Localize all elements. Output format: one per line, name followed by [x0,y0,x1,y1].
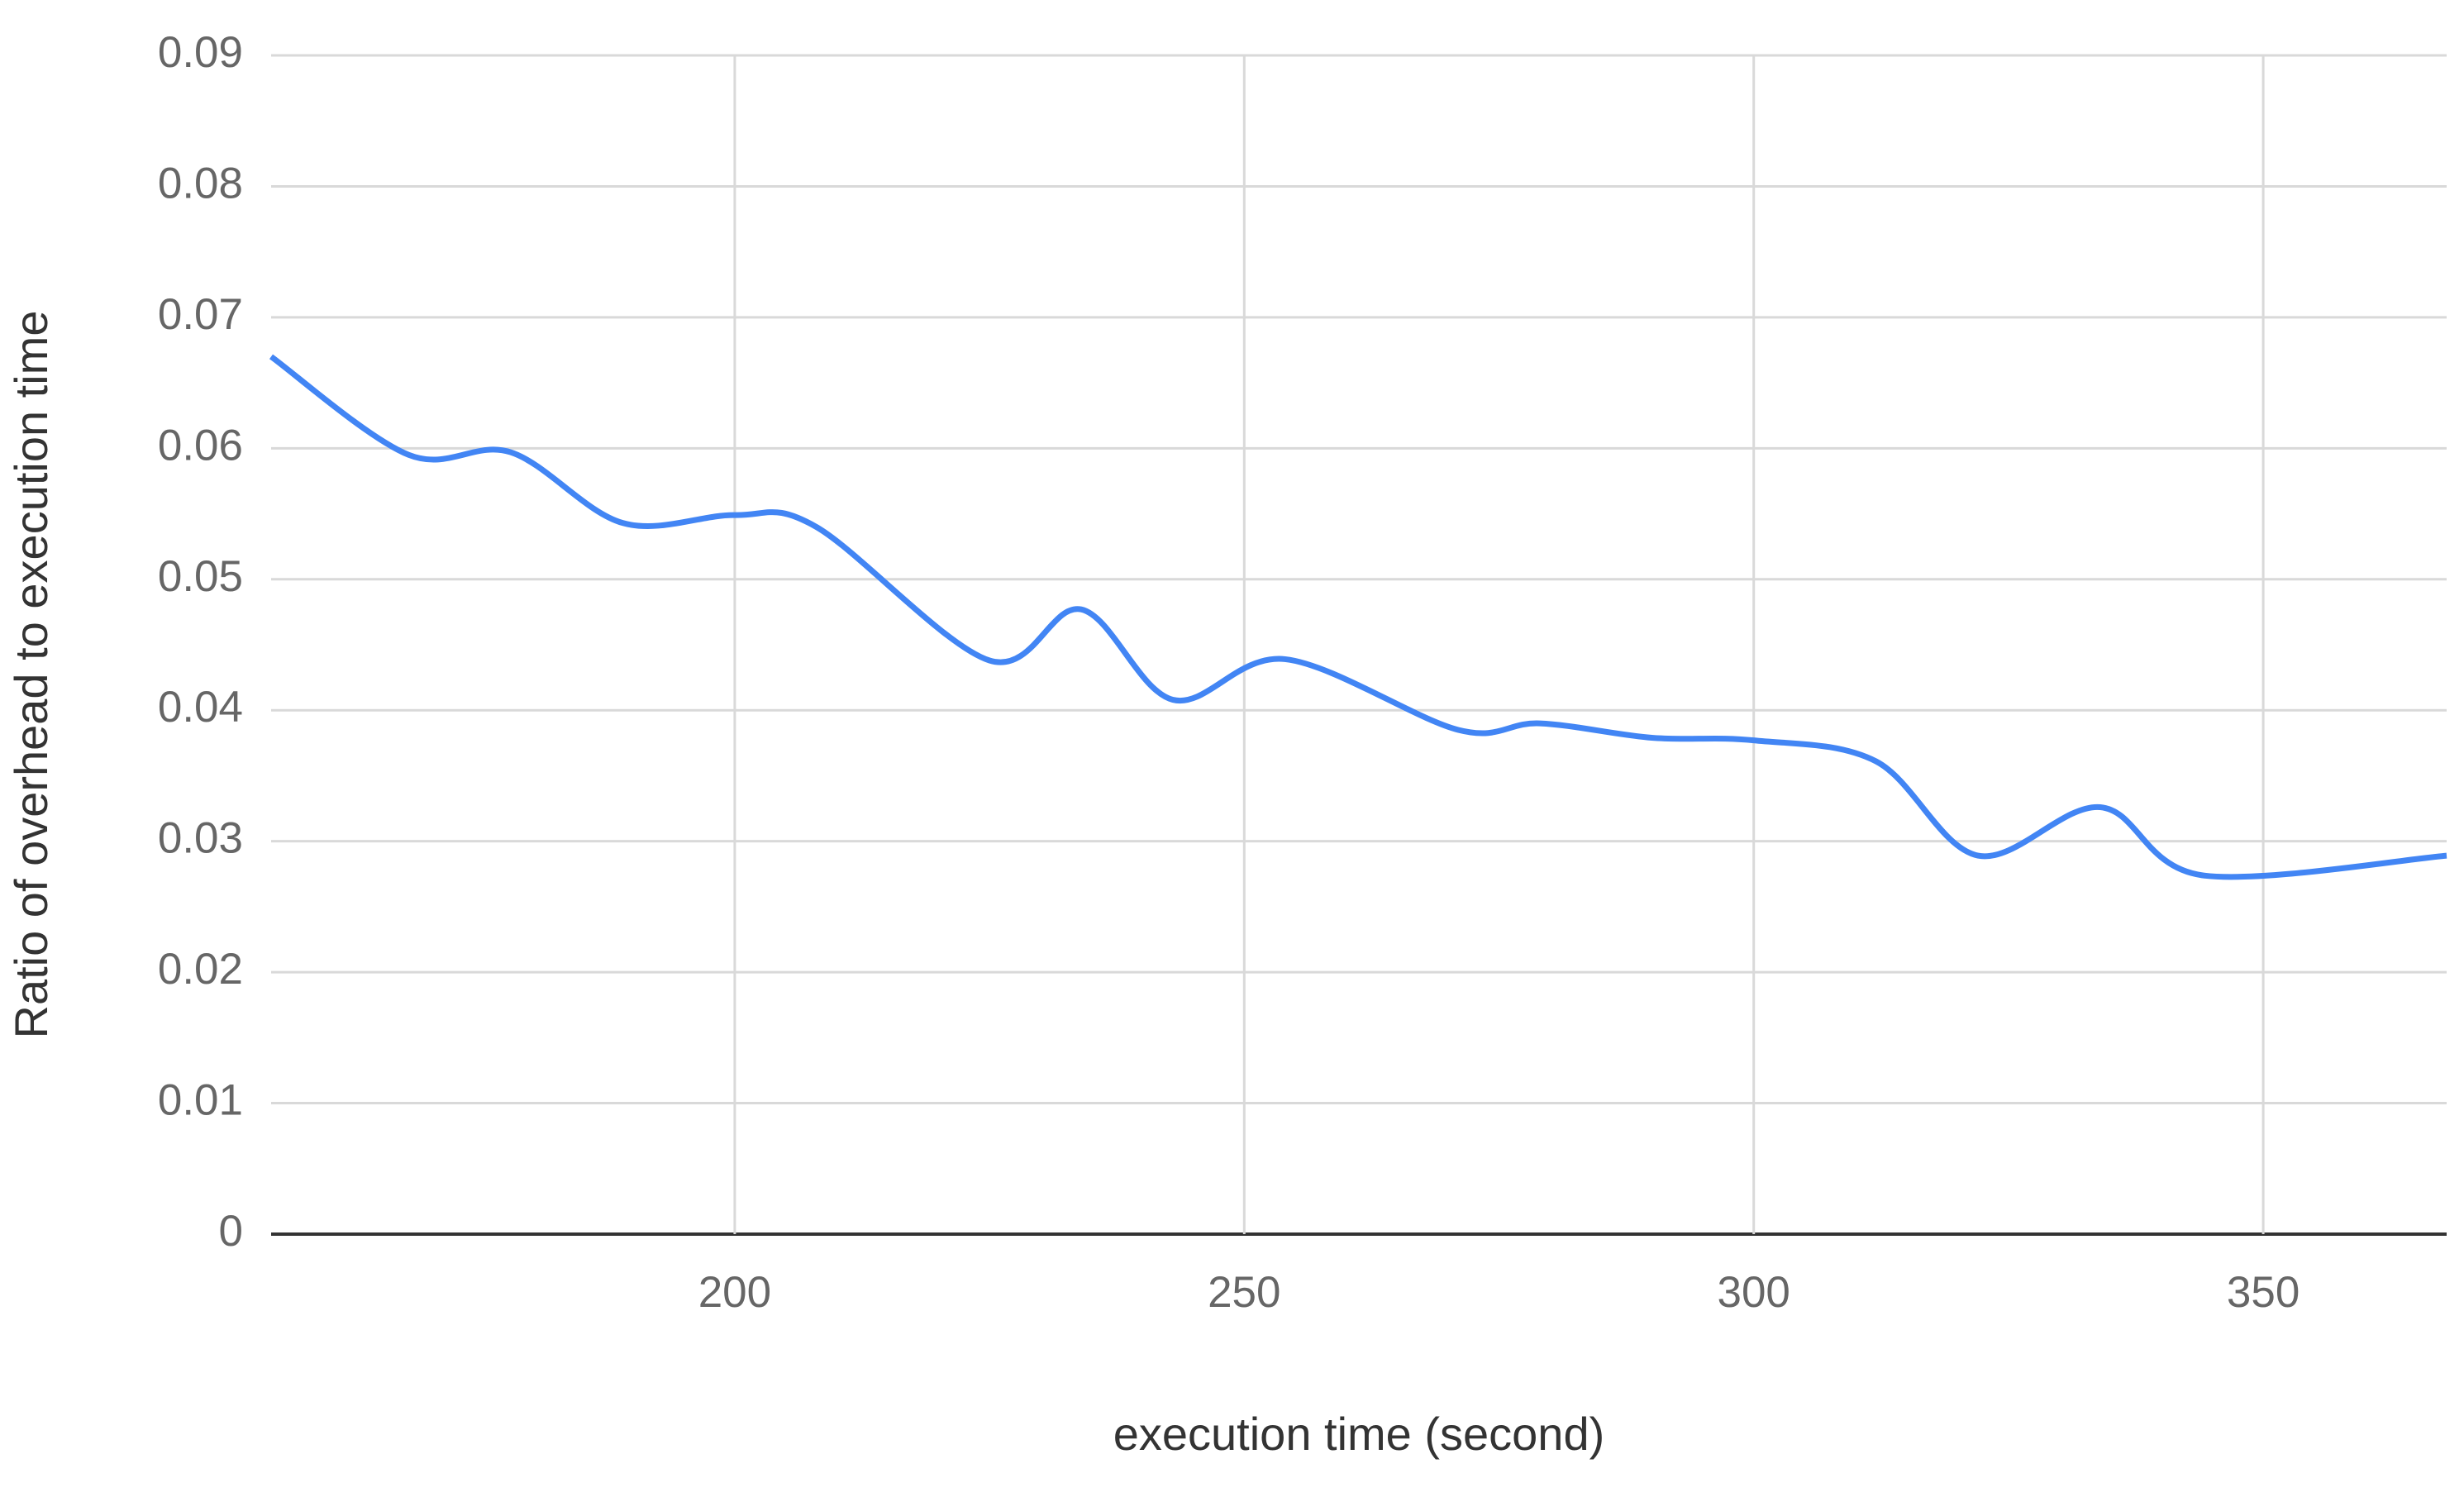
y-tick-label: 0.06 [158,421,243,470]
y-tick-label: 0.05 [158,552,243,601]
y-tick-label: 0.03 [158,814,243,863]
y-tick-label: 0.02 [158,945,243,994]
y-tick-label: 0.01 [158,1076,243,1125]
y-tick-label: 0.09 [158,28,243,77]
y-tick-label: 0.04 [158,683,243,732]
y-tick-label: 0.07 [158,290,243,339]
y-axis-title: Ratio of overhead to execution time [5,311,57,1039]
x-tick-label: 300 [1717,1268,1790,1317]
x-tick-label: 200 [698,1268,771,1317]
y-tick-label: 0 [219,1207,243,1256]
x-tick-label: 250 [1208,1268,1280,1317]
y-tick-label: 0.08 [158,159,243,207]
x-tick-label: 350 [2227,1268,2300,1317]
data-line [269,354,2447,880]
x-axis-title: execution time (second) [1113,1408,1605,1460]
